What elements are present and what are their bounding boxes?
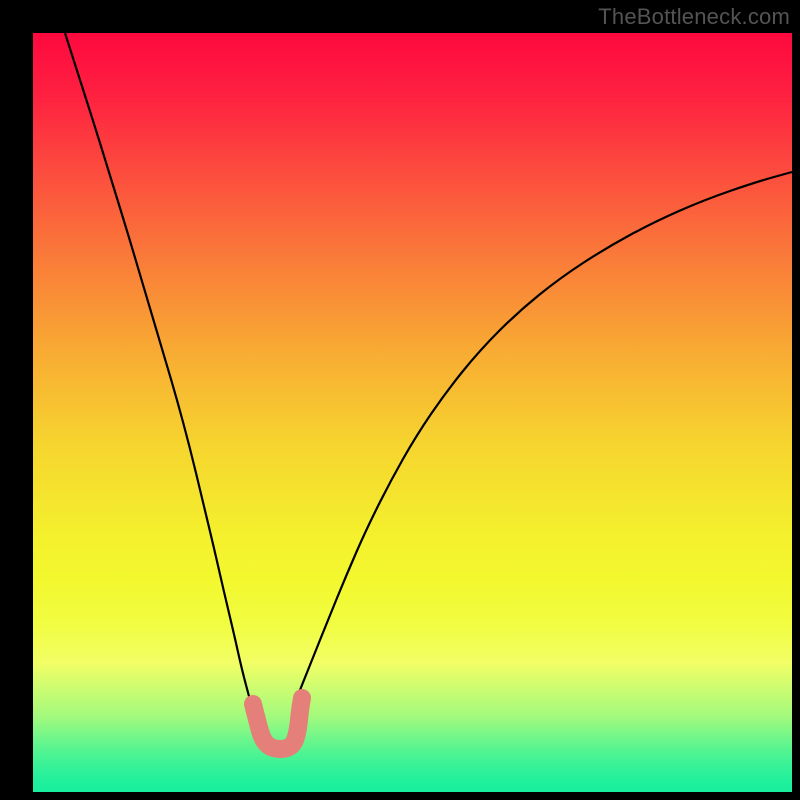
bottleneck-chart-figure: TheBottleneck.com — [0, 0, 800, 800]
chart-canvas — [0, 0, 800, 800]
watermark-text: TheBottleneck.com — [598, 4, 790, 30]
plot-gradient-background — [33, 33, 792, 792]
